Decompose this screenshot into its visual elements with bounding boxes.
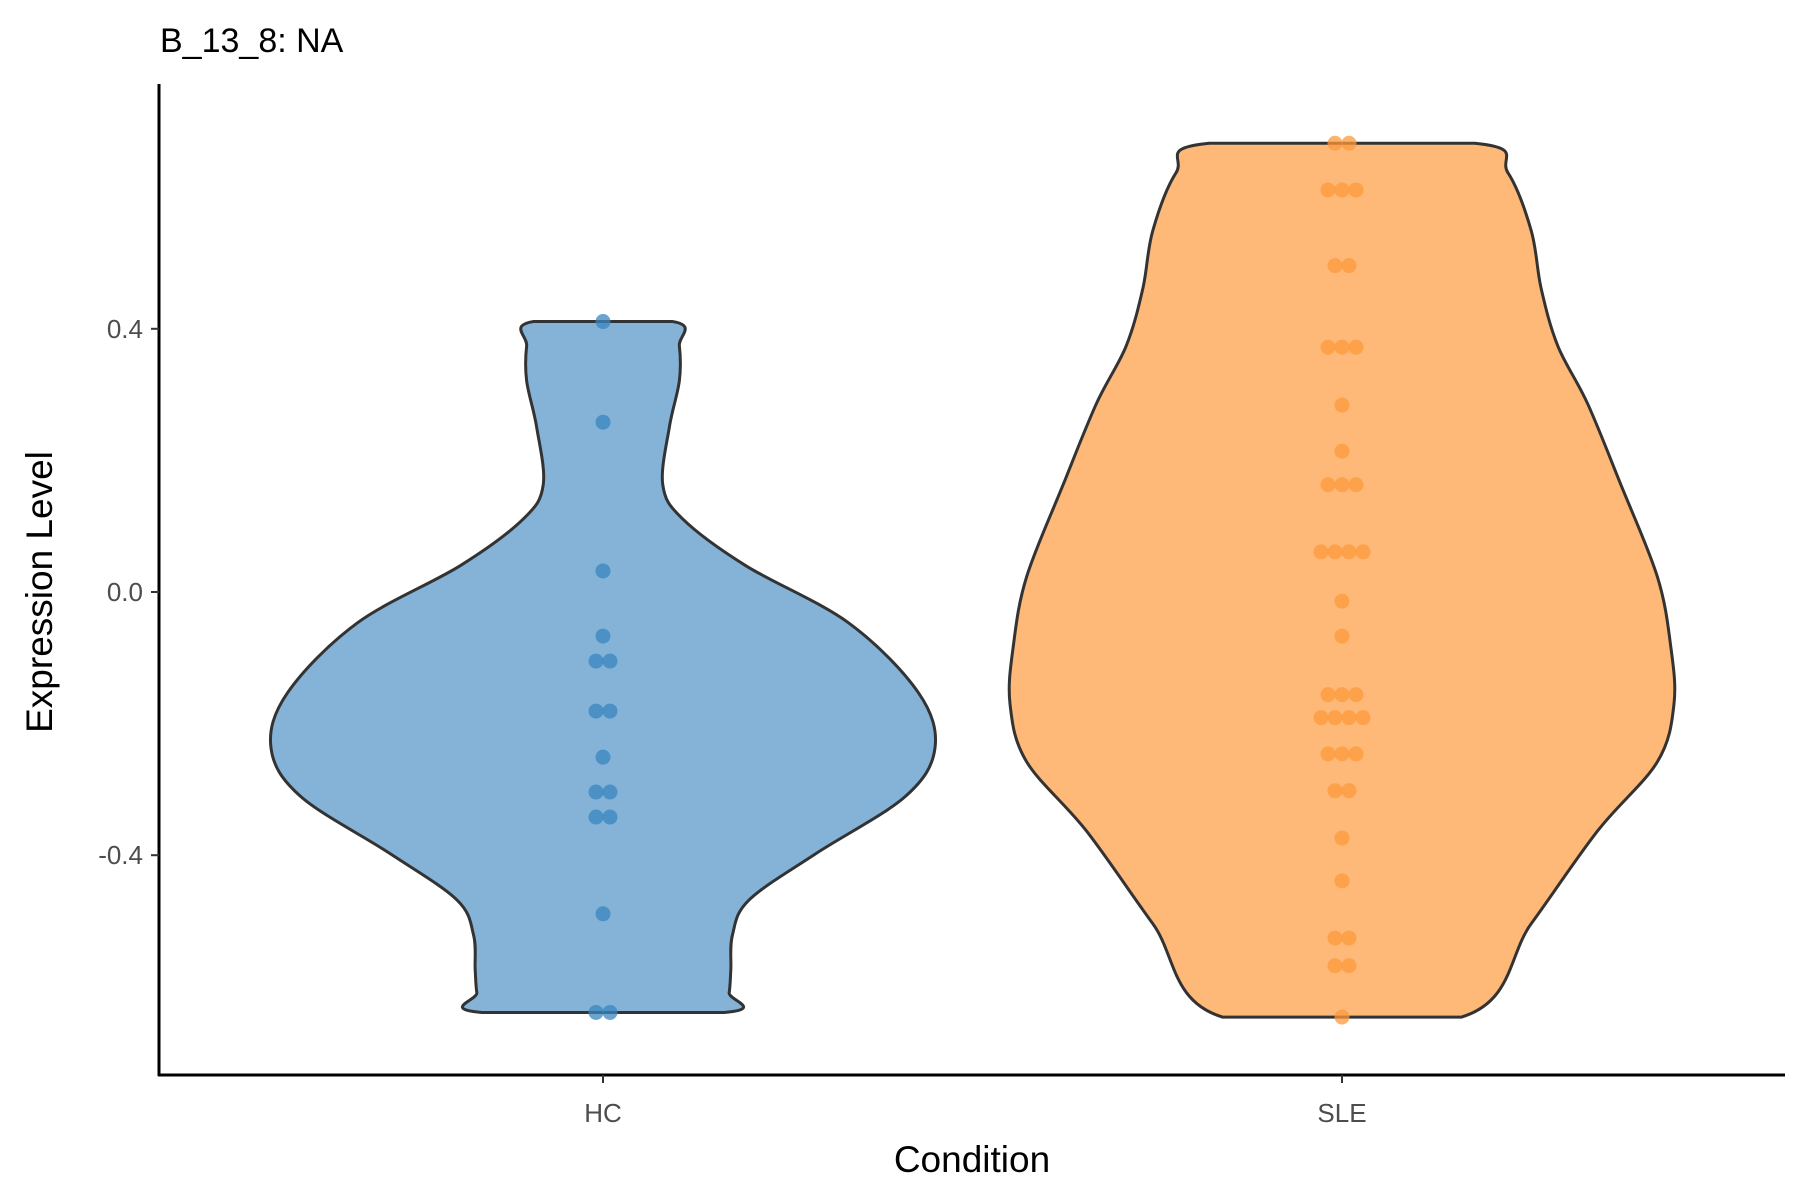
data-point-sle <box>1334 1009 1350 1025</box>
data-point-hc <box>595 749 611 765</box>
data-point-hc <box>588 703 604 719</box>
x-tick-label: HC <box>584 1098 622 1128</box>
data-point-sle <box>1341 135 1357 151</box>
data-point-sle <box>1334 830 1350 846</box>
data-point-sle <box>1320 746 1336 762</box>
data-point-hc <box>602 703 618 719</box>
data-point-hc <box>602 784 618 800</box>
data-point-sle <box>1341 783 1357 799</box>
data-point-hc <box>602 1004 618 1020</box>
data-point-sle <box>1341 258 1357 274</box>
data-point-sle <box>1327 544 1343 560</box>
data-point-hc <box>595 414 611 430</box>
y-tick-label: 0.4 <box>107 314 143 344</box>
data-point-sle <box>1334 477 1350 493</box>
data-point-sle <box>1313 544 1329 560</box>
data-point-sle <box>1327 783 1343 799</box>
data-point-sle <box>1334 182 1350 198</box>
data-point-sle <box>1327 135 1343 151</box>
violin-sle <box>1007 141 1677 1019</box>
y-tick-label: -0.4 <box>98 840 143 870</box>
data-point-sle <box>1320 687 1336 703</box>
data-point-sle <box>1313 710 1329 726</box>
data-point-sle <box>1327 958 1343 974</box>
data-point-sle <box>1355 710 1371 726</box>
data-point-sle <box>1320 477 1336 493</box>
data-point-sle <box>1334 746 1350 762</box>
data-point-sle <box>1334 593 1350 609</box>
data-point-hc <box>588 1004 604 1020</box>
data-point-sle <box>1341 930 1357 946</box>
data-point-sle <box>1348 477 1364 493</box>
data-point-sle <box>1334 397 1350 413</box>
data-point-sle <box>1320 182 1336 198</box>
data-point-sle <box>1348 339 1364 355</box>
violin-hc <box>268 320 938 1014</box>
data-point-sle <box>1341 544 1357 560</box>
data-point-sle <box>1320 339 1336 355</box>
y-axis-title: Expression Level <box>19 451 60 733</box>
y-tick-label: 0.0 <box>107 577 143 607</box>
chart-title: B_13_8: NA <box>160 22 344 60</box>
data-point-hc <box>588 653 604 669</box>
data-point-sle <box>1341 958 1357 974</box>
data-point-sle <box>1334 687 1350 703</box>
data-point-hc <box>602 653 618 669</box>
x-axis-title: Condition <box>894 1139 1050 1180</box>
data-point-hc <box>588 809 604 825</box>
data-point-sle <box>1355 544 1371 560</box>
data-point-hc <box>595 563 611 579</box>
x-tick-label: SLE <box>1317 1098 1366 1128</box>
data-point-sle <box>1348 746 1364 762</box>
data-point-hc <box>602 809 618 825</box>
data-point-hc <box>595 314 611 330</box>
data-point-hc <box>595 628 611 644</box>
data-point-sle <box>1348 687 1364 703</box>
data-point-sle <box>1334 443 1350 459</box>
data-point-hc <box>588 784 604 800</box>
data-point-hc <box>595 906 611 922</box>
data-point-sle <box>1348 182 1364 198</box>
data-point-sle <box>1334 873 1350 889</box>
data-point-sle <box>1334 339 1350 355</box>
data-point-sle <box>1327 258 1343 274</box>
data-point-sle <box>1341 710 1357 726</box>
data-point-sle <box>1334 628 1350 644</box>
data-point-sle <box>1327 930 1343 946</box>
data-point-sle <box>1327 710 1343 726</box>
